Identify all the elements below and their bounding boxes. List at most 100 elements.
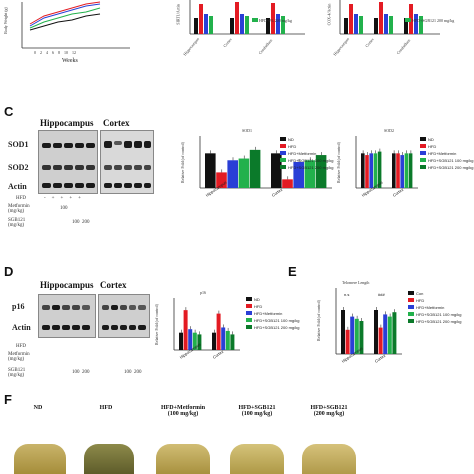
brain-image-sgb200 bbox=[302, 444, 356, 474]
brain-image-nd bbox=[14, 444, 66, 474]
p16-bar-1-0 bbox=[212, 332, 216, 350]
d-chart-legend: ND HFD HFD+Metformin HFD+SGB121 100 mg/kg HF… bbox=[246, 296, 299, 331]
d-legend-label-4: HFD+SGB121 200 mg/kg bbox=[254, 325, 300, 330]
c2-legend-swatch-0 bbox=[420, 137, 426, 141]
sod2-bar-1-4 bbox=[408, 153, 413, 188]
c2-legend-swatch-4 bbox=[420, 165, 426, 169]
c-metformin-value: 100 bbox=[60, 206, 68, 211]
c1-legend-swatch-2 bbox=[280, 151, 286, 155]
p16-bar-1-4 bbox=[230, 334, 235, 350]
c1-legend-label-0: ND bbox=[288, 137, 294, 142]
sirt1-legend-item: HFD+PL 200 mg/kg bbox=[252, 18, 292, 23]
c2-legend-swatch-1 bbox=[420, 144, 426, 148]
c2-legend-item-3: HFD+SGB121 100 mg/kg bbox=[420, 157, 473, 164]
telomere-bar-0-1 bbox=[345, 329, 350, 354]
sod1-bar-0-0 bbox=[205, 153, 216, 188]
d-chart-title: p16 bbox=[200, 290, 206, 295]
telomere-bar-1-1 bbox=[378, 327, 383, 354]
d-header-cortex: Cortex bbox=[100, 280, 127, 290]
c2-legend-item-4: HFD+SGB121 200 mg/kg bbox=[420, 164, 473, 171]
telomere-bar-1-4 bbox=[392, 312, 397, 354]
cox4-bar-chart bbox=[339, 0, 440, 35]
d-chart-ylabel: Relative Fold (of control) bbox=[154, 304, 159, 345]
d-sgb-value-3: 100 bbox=[124, 370, 132, 375]
body-weight-ylabel: Body Weight (g) bbox=[2, 7, 8, 34]
d-legend-swatch-0 bbox=[246, 297, 252, 301]
sod1-bar-1-4 bbox=[315, 155, 327, 188]
c1-legend-item-3: HFD+SGB121 100 mg/kg bbox=[280, 157, 333, 164]
panel-letter-e: E bbox=[288, 264, 297, 279]
c1-legend-item-2: HFD+Metformin bbox=[280, 150, 333, 157]
d-legend-item-0: ND bbox=[246, 296, 299, 303]
d-protein-actin: Actin bbox=[12, 323, 31, 332]
f-label-sgb200: HFD+SGB121 (200 mg/kg) bbox=[310, 405, 348, 417]
panel-letter-d: D bbox=[4, 264, 14, 279]
c-chart2-legend: ND HFD HFD+Metformin HFD+SGB121 100 mg/kg HF… bbox=[420, 136, 473, 171]
e-legend-label-0: Con bbox=[416, 291, 424, 296]
c2-legend-label-0: ND bbox=[428, 137, 434, 142]
sod1-bar-0-3 bbox=[238, 158, 250, 188]
d-row-metformin: Metformin (mg/kg) bbox=[8, 352, 30, 362]
telomere-bar-0-4 bbox=[359, 321, 364, 354]
sod2-bar-0-4 bbox=[377, 151, 382, 188]
weeks-axis-label: Weeks bbox=[62, 58, 78, 64]
telomere-bar-1-3 bbox=[387, 316, 392, 354]
telomere-bar-0-2 bbox=[350, 316, 355, 354]
e-legend-item-3: HFD+SGB121 100 mg/kg bbox=[408, 311, 461, 318]
c-protein-actin: Actin bbox=[8, 182, 27, 191]
telomere-sig-1: ### bbox=[378, 292, 385, 297]
d-row-sgb121: SGB121 (mg/kg) bbox=[8, 368, 26, 378]
sod2-bar-1-3 bbox=[404, 153, 409, 188]
e-chart-ylabel: Relative Fold (of control) bbox=[316, 300, 321, 341]
d-legend-item-2: HFD+Metformin bbox=[246, 310, 299, 317]
sod2-bar-0-3 bbox=[373, 153, 378, 188]
d-legend-swatch-1 bbox=[246, 304, 252, 308]
sirt1-ylabel: SIRT1/Actin bbox=[175, 4, 181, 25]
d-legend-swatch-4 bbox=[246, 325, 252, 329]
c-sgb-value-200: 200 bbox=[82, 220, 90, 225]
c2-legend-item-2: HFD+Metformin bbox=[420, 150, 473, 157]
f-label-sgb100: HFD+SGB121 (100 mg/kg) bbox=[238, 405, 276, 417]
c-chart2-ylabel: Relative Fold (of control) bbox=[336, 142, 341, 183]
d-blot-cortex bbox=[98, 294, 150, 338]
top-strip: 0 2 4 6 8 10 12 Weeks Body Weight (g) SI… bbox=[0, 0, 474, 72]
d-row-hfd: HFD bbox=[16, 344, 27, 349]
e-legend-item-1: HFD bbox=[408, 297, 461, 304]
brain-image-metformin bbox=[156, 444, 210, 474]
e-legend-label-4: HFD+SGB121 200 mg/kg bbox=[416, 319, 462, 324]
sod1-cat-label-1: Cortex bbox=[271, 187, 284, 198]
e-legend-swatch-1 bbox=[408, 298, 414, 302]
c1-legend-swatch-4 bbox=[280, 165, 286, 169]
e-legend-item-0: Con bbox=[408, 290, 461, 297]
c2-legend-label-3: HFD+SGB121 100 mg/kg bbox=[428, 158, 474, 163]
e-legend-swatch-4 bbox=[408, 319, 414, 323]
e-chart-legend: Con HFD HFD+Metformin HFD+SGB121 100 mg/kg H… bbox=[408, 290, 461, 325]
c2-legend-swatch-2 bbox=[420, 151, 426, 155]
c1-legend-item-0: ND bbox=[280, 136, 333, 143]
sod1-bar-0-4 bbox=[249, 149, 261, 188]
p16-bar-0-2 bbox=[188, 329, 193, 350]
e-chart-title: Telomere Length bbox=[342, 280, 370, 285]
e-legend-label-2: HFD+Metformin bbox=[416, 305, 445, 310]
d-legend-label-3: HFD+SGB121 100 mg/kg bbox=[254, 318, 300, 323]
c2-legend-item-0: ND bbox=[420, 136, 473, 143]
d-legend-item-1: HFD bbox=[246, 303, 299, 310]
c1-legend-label-4: HFD+SGB121 200 mg/kg bbox=[288, 165, 334, 170]
cox4-legend-item: HFD+SGB121 200 mg/kg bbox=[405, 18, 454, 23]
weeks-tick-row: 0 2 4 6 8 10 12 bbox=[34, 50, 76, 55]
c1-legend-swatch-0 bbox=[280, 137, 286, 141]
c-row-hfd: HFD bbox=[16, 196, 27, 201]
c1-legend-label-1: HFD bbox=[288, 144, 297, 149]
c1-legend-swatch-3 bbox=[280, 158, 286, 162]
brain-image-hfd bbox=[84, 444, 134, 474]
sod2-cat-label-1: Cortex bbox=[392, 187, 405, 198]
d-protein-p16: p16 bbox=[12, 302, 25, 311]
f-label-metformin: HFD+Metformin (100 mg/kg) bbox=[160, 405, 206, 417]
c-protein-sod1: SOD1 bbox=[8, 140, 29, 149]
telomere-bar-0-3 bbox=[354, 318, 359, 354]
c2-legend-item-1: HFD bbox=[420, 143, 473, 150]
c-header-cortex: Cortex bbox=[103, 118, 130, 128]
f-label-nd: ND bbox=[33, 405, 43, 411]
e-legend-item-4: HFD+SGB121 200 mg/kg bbox=[408, 318, 461, 325]
